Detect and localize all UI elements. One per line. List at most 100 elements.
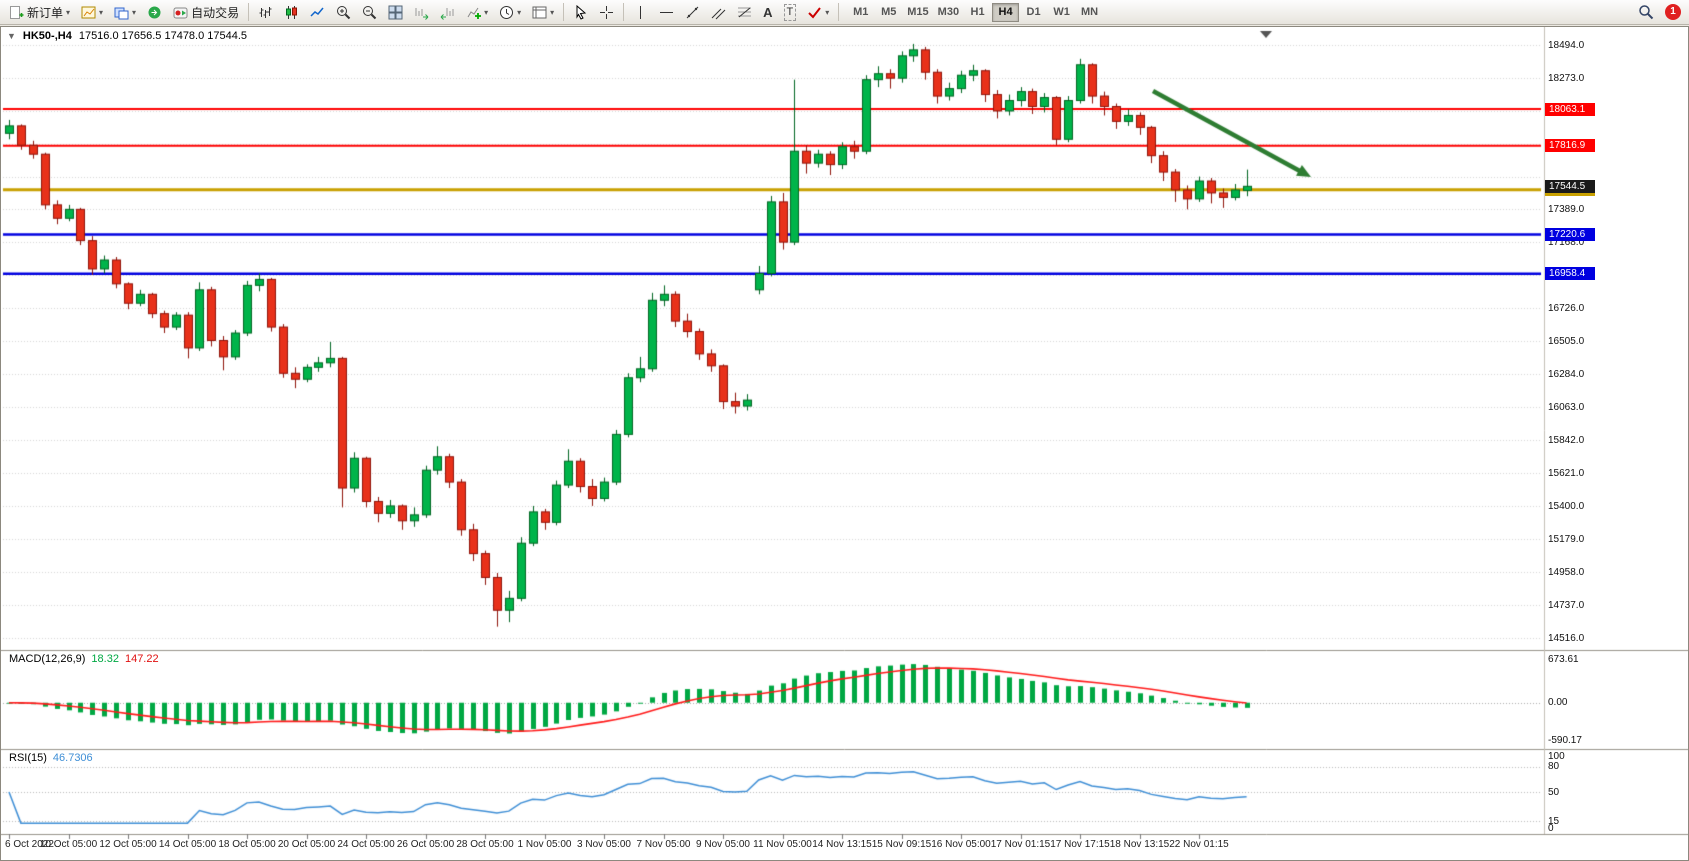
profiles-button[interactable]: ▾	[109, 2, 141, 23]
price-axis-label: 16063.0	[1548, 402, 1585, 414]
time-axis-label: 18 Nov 13:15	[1109, 839, 1170, 850]
line-chart-icon	[310, 7, 324, 17]
arrows-tool-button[interactable]: ▾	[802, 2, 834, 23]
fibonacci-tool-button[interactable]	[732, 2, 757, 23]
price-axis-label: 15842.0	[1548, 435, 1585, 447]
zoom-in-button[interactable]	[331, 2, 356, 23]
new-order-label: 新订单	[27, 5, 64, 20]
timeframe-button-W1[interactable]: W1	[1048, 3, 1075, 22]
price-axis-label: 18273.0	[1548, 72, 1585, 84]
time-axis-label: 20 Oct 05:00	[277, 839, 336, 850]
time-axis-label: 17 Nov 01:15	[990, 839, 1051, 850]
auto-scroll-button[interactable]	[409, 2, 434, 23]
community-button[interactable]	[142, 2, 167, 23]
bar-chart-mode-button[interactable]	[253, 2, 278, 23]
chart-symbol-period: HK50-,H4	[22, 30, 72, 42]
macd-axis-label: 0.00	[1548, 697, 1568, 709]
clock-icon	[500, 5, 514, 19]
candlestick-icon	[286, 5, 298, 19]
time-axis-label: 11 Nov 05:00	[753, 839, 812, 850]
bar-chart-icon	[259, 6, 272, 18]
channel-tool-button[interactable]	[706, 2, 731, 23]
timeframe-button-H4[interactable]: H4	[992, 2, 1020, 22]
rsi-axis-label: 0	[1548, 823, 1554, 834]
fibonacci-icon	[738, 7, 752, 17]
toolbar: 新订单 ▾ ▾ ▾ 自动交易	[0, 0, 1689, 25]
timeframe-button-M30[interactable]: M30	[934, 3, 963, 22]
toolbar-separator	[838, 3, 840, 21]
timeframe-button-M15[interactable]: M15	[903, 3, 932, 22]
vertical-line-icon	[640, 5, 642, 19]
text-icon: A	[763, 4, 773, 20]
autotrading-icon	[173, 7, 188, 18]
time-axis-label: 17 Nov 17:15	[1050, 839, 1110, 850]
timeframe-button-M5[interactable]: M5	[875, 3, 902, 22]
time-axis-label: 28 Oct 05:00	[456, 839, 514, 850]
chart-title: ▼ HK50-,H4 17516.0 17656.5 17478.0 17544…	[7, 30, 247, 42]
price-axis-label: 16726.0	[1548, 303, 1585, 315]
line-chart-mode-button[interactable]	[305, 2, 330, 23]
time-axis-label: 9 Nov 05:00	[696, 839, 750, 850]
label-tool-button[interactable]: T	[779, 2, 802, 23]
current-price-badge: 17544.5	[1545, 179, 1595, 193]
toolbar-separator	[623, 3, 625, 21]
crosshair-button[interactable]	[594, 2, 619, 23]
macd-indicator-label: MACD(12,26,9) 18.32 147.22	[9, 653, 159, 665]
periods-button[interactable]: ▾	[494, 2, 526, 23]
rsi-indicator-label: RSI(15) 46.7306	[9, 752, 93, 764]
crosshair-icon	[600, 5, 614, 19]
label-icon: T	[783, 3, 797, 21]
time-axis-label: 10 Oct 05:00	[39, 839, 98, 850]
tile-windows-icon	[388, 5, 403, 19]
new-order-button[interactable]: 新订单 ▾	[4, 2, 75, 23]
tile-windows-button[interactable]	[383, 2, 408, 23]
horizontal-line-tool-button[interactable]	[654, 2, 679, 23]
zoom-out-button[interactable]	[357, 2, 382, 23]
price-level-badge: 18063.1	[1545, 102, 1595, 116]
channel-icon	[711, 8, 726, 19]
price-axis-label: 15621.0	[1548, 467, 1585, 479]
chart-canvas[interactable]	[1, 27, 1688, 860]
time-axis-label: 14 Oct 05:00	[158, 839, 217, 850]
new-chart-button[interactable]: ▾	[76, 2, 108, 23]
rsi-axis-label: 100	[1548, 750, 1565, 762]
notification-badge[interactable]: 1	[1665, 4, 1681, 20]
candlestick-mode-button[interactable]	[279, 2, 304, 23]
price-axis-label: 14516.0	[1548, 632, 1585, 644]
dropdown-caret-icon: ▾	[66, 7, 71, 17]
trendline-tool-button[interactable]	[680, 2, 705, 23]
price-axis-label: 15400.0	[1548, 500, 1585, 512]
one-click-trading-icon[interactable]: ▼	[7, 31, 16, 41]
timeframe-button-M1[interactable]: M1	[847, 3, 874, 22]
horizontal-line-icon	[660, 11, 674, 13]
time-axis-label: 15 Nov 09:15	[871, 839, 932, 850]
dropdown-caret-icon: ▾	[825, 7, 830, 17]
macd-axis-label: 673.61	[1548, 653, 1579, 665]
autotrading-button[interactable]: 自动交易	[168, 2, 244, 23]
vertical-line-tool-button[interactable]	[628, 2, 653, 23]
search-icon	[1639, 5, 1654, 20]
timeframe-button-D1[interactable]: D1	[1020, 3, 1047, 22]
new-order-icon	[10, 5, 24, 19]
cursor-button[interactable]	[568, 2, 593, 23]
rsi-axis-label: 80	[1548, 761, 1560, 773]
dropdown-caret-icon: ▾	[132, 7, 137, 17]
trendline-icon	[686, 6, 699, 18]
templates-button[interactable]: ▾	[527, 2, 559, 23]
search-button[interactable]	[1633, 2, 1659, 23]
rsi-name: RSI(15)	[9, 752, 47, 764]
autotrading-label: 自动交易	[191, 5, 240, 20]
dropdown-caret-icon: ▾	[99, 7, 104, 17]
timeframe-button-MN[interactable]: MN	[1076, 3, 1103, 22]
text-tool-button[interactable]: A	[758, 2, 777, 23]
price-axis-label: 16284.0	[1548, 369, 1585, 381]
time-axis-label: 14 Nov 13:15	[812, 839, 872, 850]
price-axis-label: 17389.0	[1548, 204, 1585, 216]
time-axis-label: 18 Oct 05:00	[218, 839, 276, 850]
timeframe-button-H1[interactable]: H1	[964, 3, 991, 22]
indicators-button[interactable]: ▾	[461, 2, 493, 23]
price-axis-label: 17168.0	[1548, 237, 1585, 249]
indicators-icon	[467, 7, 482, 19]
chart-shift-button[interactable]	[435, 2, 460, 23]
